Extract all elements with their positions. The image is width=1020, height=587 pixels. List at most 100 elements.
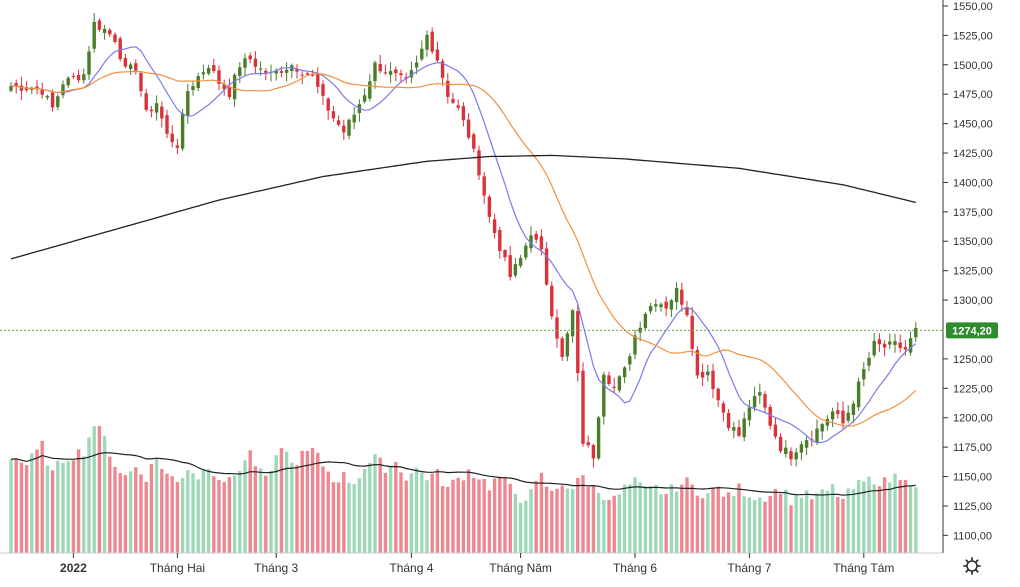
volume-bar <box>24 465 29 553</box>
volume-bar <box>669 484 674 553</box>
candle <box>451 93 455 105</box>
candle <box>643 311 648 331</box>
volume-bar <box>45 465 50 553</box>
candle-body <box>472 134 476 149</box>
candle-body <box>612 386 616 388</box>
candle-body <box>498 230 502 251</box>
volume-bar <box>87 437 91 553</box>
volume-bars <box>9 425 918 553</box>
volume-bar <box>430 473 434 553</box>
volume-bar <box>742 496 746 553</box>
candle <box>102 24 107 40</box>
candle-body <box>716 388 720 401</box>
volume-bar <box>284 451 289 553</box>
candle <box>695 346 700 379</box>
volume-bar <box>160 468 164 553</box>
candle <box>654 299 658 312</box>
candle <box>602 371 606 425</box>
volume-bar <box>784 489 788 553</box>
x-tick-label: Tháng Năm <box>489 561 552 575</box>
candle <box>97 18 102 32</box>
volume-bar <box>586 486 590 553</box>
volume-bar <box>206 468 211 553</box>
candle <box>212 58 216 74</box>
candle-body <box>534 233 538 240</box>
candle-body <box>654 304 658 307</box>
volume-bar <box>732 496 736 553</box>
candle <box>446 73 450 104</box>
volume-bar <box>680 484 684 553</box>
volume-ma-line <box>10 452 916 496</box>
candle-body <box>893 341 897 345</box>
volume-bar <box>191 473 195 553</box>
candle-body <box>446 80 450 97</box>
candle-body <box>186 91 190 116</box>
volume-bar <box>513 493 518 553</box>
y-tick-label: 1550,00 <box>953 1 993 13</box>
y-tick-label: 1200,00 <box>953 413 993 425</box>
volume-bar <box>264 475 268 553</box>
volume-bar <box>92 426 96 553</box>
candle <box>118 36 122 62</box>
volume-bar <box>903 479 908 553</box>
candle <box>893 333 897 353</box>
volume-bar <box>394 461 398 553</box>
volume-bar <box>898 480 902 553</box>
candle-body <box>789 451 793 460</box>
candle-body <box>596 417 601 459</box>
volume-bar <box>56 460 60 553</box>
candle <box>284 62 289 82</box>
candle-body <box>331 111 336 119</box>
volume-bar <box>659 494 663 553</box>
candle-body <box>243 58 247 68</box>
candle-body <box>503 250 507 258</box>
candle <box>435 41 440 63</box>
candle-body <box>622 367 627 378</box>
candle <box>352 107 356 130</box>
volume-bar <box>378 457 382 553</box>
volume-bar <box>581 475 585 553</box>
candle <box>342 119 346 141</box>
candle-body <box>706 371 710 376</box>
candle <box>492 213 497 239</box>
settings-button[interactable] <box>963 557 981 575</box>
candle-body <box>659 304 663 308</box>
candle <box>123 54 128 69</box>
candle-body <box>279 71 284 73</box>
volume-bar <box>737 483 741 553</box>
candle-body <box>607 375 611 384</box>
candle-body <box>248 55 252 60</box>
ma-mid-line <box>10 70 917 427</box>
candle <box>165 109 169 139</box>
y-tick-label: 1300,00 <box>953 295 993 307</box>
candle <box>316 67 320 94</box>
candle-body <box>914 327 918 338</box>
x-tick-label: Tháng Hai <box>150 561 205 575</box>
candle-body <box>170 133 174 143</box>
candle-body <box>394 69 398 74</box>
candle-body <box>768 406 772 426</box>
volume-bar <box>316 452 320 553</box>
candle-body <box>550 285 554 317</box>
candle <box>394 66 398 82</box>
volume-bar <box>347 482 351 553</box>
y-tick-label: 1375,00 <box>953 207 993 219</box>
candle-body <box>633 335 637 355</box>
candle <box>482 172 486 205</box>
y-tick-label: 1150,00 <box>953 472 992 484</box>
candle <box>56 94 60 111</box>
gear-icon[interactable] <box>963 557 981 575</box>
volume-bar <box>61 462 65 553</box>
x-tick-label: Tháng 7 <box>727 561 771 575</box>
candle-body <box>227 86 232 97</box>
candle <box>867 351 871 372</box>
volume-bar <box>498 476 502 553</box>
volume-bar <box>30 453 34 553</box>
candle <box>518 254 523 268</box>
volume-bar <box>607 499 611 553</box>
candle-body <box>456 105 460 108</box>
volume-bar <box>409 473 414 553</box>
volume-bar <box>248 450 252 553</box>
candle <box>862 362 866 387</box>
